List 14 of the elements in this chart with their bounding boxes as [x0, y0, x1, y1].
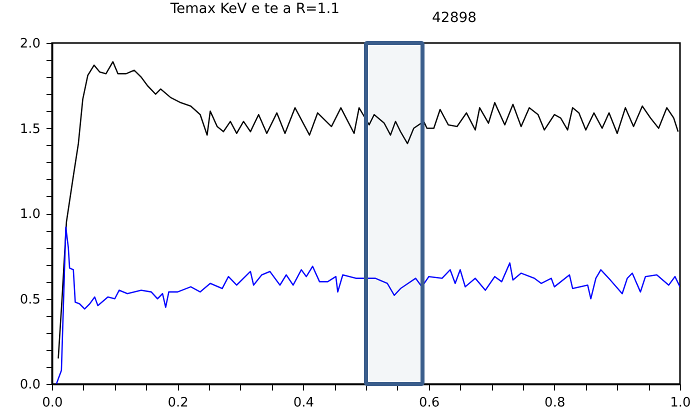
x-tick-label: 0.6	[418, 396, 440, 410]
x-tick-label: 1.0	[670, 396, 691, 410]
y-tick-label: 0.5	[20, 292, 40, 308]
line-series	[56, 226, 680, 384]
text: 42898	[432, 10, 477, 26]
chart-title: Temax KeV e te a R=1.1	[169, 1, 340, 17]
x-tick-label: 0.4	[293, 396, 314, 410]
y-tick-label: 2.0	[20, 36, 40, 52]
x-tick-label: 0.8	[544, 396, 566, 410]
y-tick-label: 1.0	[20, 207, 40, 222]
y-tick-label: 0.0	[20, 378, 40, 392]
x-tick-label: 0.0	[42, 396, 63, 410]
x-tick-label: 0.2	[168, 396, 188, 410]
y-tick-label: 1.5	[20, 122, 40, 137]
